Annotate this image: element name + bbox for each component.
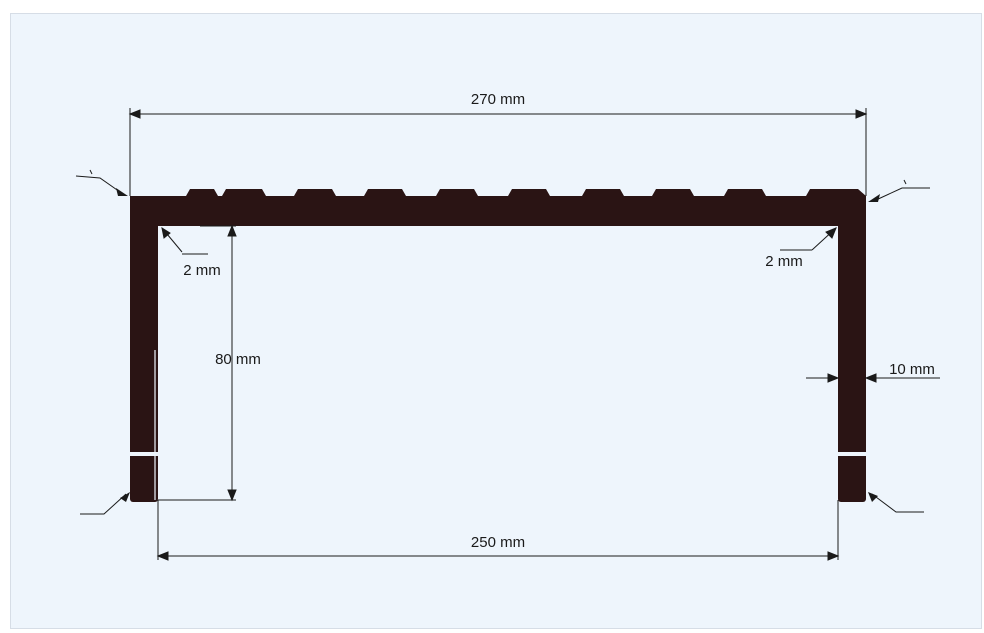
right-leg-break — [836, 452, 868, 456]
label-leg-height: 80 mm — [215, 351, 261, 368]
dimension-leg-height — [158, 224, 237, 502]
profile-top-plate — [130, 189, 866, 226]
dimension-outer-width — [128, 108, 868, 196]
leader-bottom-right — [871, 493, 924, 513]
corner-leader-ticks — [89, 169, 907, 185]
label-outer-width: 270 mm — [471, 91, 525, 108]
drawing-panel — [10, 13, 982, 629]
leader-top-right — [875, 187, 930, 201]
label-wall-thickness: 10 mm — [889, 361, 935, 378]
leader-top-left — [75, 175, 121, 193]
label-radius-right: 2 mm — [765, 253, 803, 270]
corner-leader-arrows — [116, 188, 880, 502]
left-leg-break — [128, 452, 160, 456]
label-radius-left: 2 mm — [183, 262, 221, 279]
leader-bottom-left — [80, 493, 127, 515]
profile-left-leg — [130, 196, 158, 502]
callout-radius-left — [161, 226, 208, 255]
title-strip — [0, 0, 984, 12]
dimension-wall-thickness — [806, 373, 940, 383]
corner-leader-lines — [75, 175, 930, 515]
dimension-inner-width — [156, 500, 840, 561]
callout-radius-right — [780, 227, 837, 251]
label-inner-width: 250 mm — [471, 534, 525, 551]
profile-right-leg — [838, 196, 866, 502]
